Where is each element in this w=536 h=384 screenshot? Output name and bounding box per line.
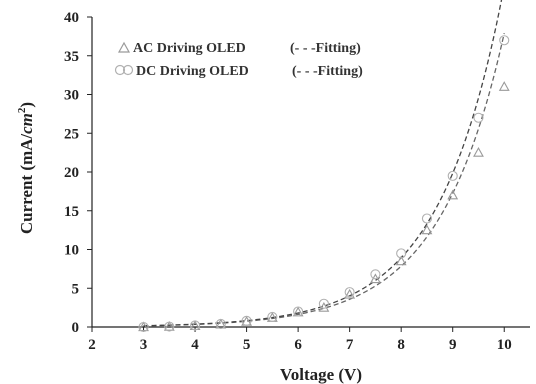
ac-data-point [163,320,175,331]
dc-data-point [318,298,329,309]
y-tick-label: 30 [64,88,79,104]
dc-data-point [344,287,355,298]
dc-data-point [164,321,175,332]
y-tick-label: 20 [64,165,79,181]
dc-data-point [241,315,252,326]
x-ticks: 2 3 4 5 6 7 8 9 10 [88,327,512,353]
fit-lines [143,0,505,327]
legend-circle-marker-icon-2 [122,64,134,76]
y-tick-label: 5 [72,281,80,297]
legend-fit-label-dc: (- - -Fitting) [292,64,363,79]
y-axis-title-close: ) [17,102,36,108]
ac-data-point [138,321,149,332]
y-axis-title-sup: 2 [16,107,28,113]
y-axis-title-unit: cm [17,113,36,134]
ac-data-point [447,189,459,200]
x-tick-label: 3 [140,337,148,353]
ac-data-point [318,301,330,312]
x-tick-label: 9 [449,337,457,353]
markers [138,35,510,333]
y-tick-label: 25 [64,126,79,142]
dc-data-point [190,320,201,331]
dc-data-point [267,311,278,322]
y-axis-title-main: Current (mA/ [17,134,36,235]
x-tick-label: 8 [397,337,405,353]
dc-data-point [293,306,304,317]
dc-data-point [370,269,381,280]
dc-data-point [138,321,149,333]
legend-triangle-marker-icon [117,41,131,53]
legend-label-dc: DC Driving OLED [136,64,249,79]
dc-data-point [499,35,510,46]
y-axis-title: Current (mA/cm2) [16,102,36,234]
legend-entry-dc: DC Driving OLED (- - -Fitting) [114,64,363,79]
fit-line-dc [143,0,503,327]
x-tick-label: 5 [243,337,251,353]
y-tick-label: 0 [72,320,80,336]
y-tick-label: 35 [64,49,79,65]
dc-data-point [396,248,407,259]
legend: AC Driving OLED (- - -Fitting) DC Drivin… [114,41,363,79]
x-tick-label: 6 [294,337,302,353]
dc-data-point [473,112,484,123]
y-tick-label: 40 [64,10,79,26]
legend-entry-ac: AC Driving OLED (- - -Fitting) [117,41,361,56]
dc-data-point [215,318,226,329]
dc-data-point [447,170,458,181]
ac-data-point [498,81,510,91]
x-tick-label: 2 [88,337,96,353]
x-tick-label: 7 [346,337,354,353]
dc-data-point [421,213,432,224]
ac-data-point [421,224,433,235]
x-tick-label: 10 [497,337,512,353]
y-ticks: 0 5 10 15 20 25 30 35 40 [64,10,92,336]
legend-fit-label-ac: (- - -Fitting) [290,41,361,56]
x-axis-title: Voltage (V) [280,365,362,384]
y-tick-label: 10 [64,243,79,259]
ac-data-point [395,255,407,266]
ac-data-point [473,146,484,157]
legend-label-ac: AC Driving OLED [133,41,246,56]
legend-circle-marker-icon [114,64,126,76]
ac-data-point [344,288,356,299]
x-tick-label: 4 [191,337,199,353]
y-tick-label: 15 [64,204,79,220]
